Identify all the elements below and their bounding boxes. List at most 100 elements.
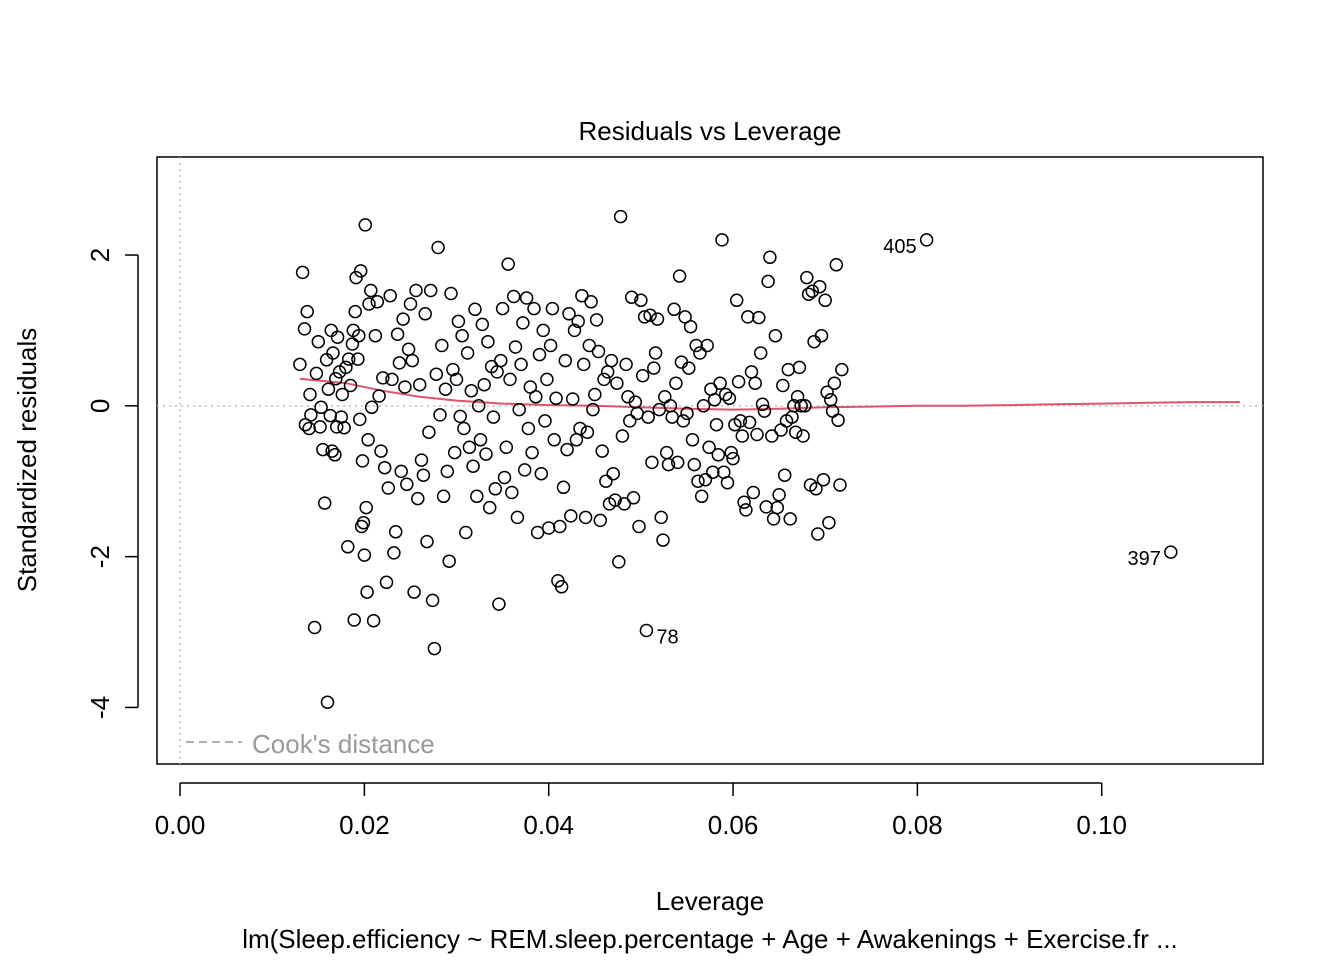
data-point xyxy=(683,319,698,334)
data-point xyxy=(387,546,401,560)
data-point xyxy=(530,525,545,540)
data-point xyxy=(352,328,366,343)
data-point xyxy=(755,397,770,412)
data-point xyxy=(741,310,755,324)
data-point xyxy=(376,371,390,385)
data-point xyxy=(801,287,816,301)
data-point xyxy=(612,555,626,569)
data-point xyxy=(768,328,783,343)
data-point xyxy=(447,445,462,460)
smooth-curve xyxy=(299,377,1240,411)
data-point xyxy=(325,444,339,458)
data-point xyxy=(477,377,491,392)
data-point xyxy=(471,399,486,413)
data-point xyxy=(532,347,547,362)
data-point xyxy=(300,304,314,319)
data-point xyxy=(495,301,510,316)
data-point xyxy=(313,420,327,434)
point-label: 397 xyxy=(1127,548,1160,570)
data-point xyxy=(713,376,727,390)
data-point xyxy=(715,233,729,247)
data-point xyxy=(516,316,530,330)
data-point xyxy=(812,279,827,294)
data-point xyxy=(341,540,355,554)
data-point xyxy=(670,455,685,470)
data-point xyxy=(353,264,368,278)
chart-title: Residuals vs Leverage xyxy=(578,116,841,146)
data-point xyxy=(575,288,589,303)
data-point xyxy=(309,366,324,381)
data-point xyxy=(706,465,720,479)
data-point xyxy=(569,433,584,447)
data-point xyxy=(488,482,503,496)
data-point xyxy=(567,323,582,338)
data-point xyxy=(407,585,421,599)
data-point xyxy=(514,357,528,372)
data-points xyxy=(293,209,1178,709)
data-point xyxy=(455,328,469,343)
point-label: 78 xyxy=(656,627,678,649)
data-point xyxy=(323,408,338,423)
data-point xyxy=(805,284,820,298)
data-point xyxy=(763,250,777,265)
data-point xyxy=(506,289,521,304)
data-point xyxy=(297,322,312,336)
data-point xyxy=(687,457,702,472)
data-point xyxy=(578,510,593,525)
data-point xyxy=(442,554,456,568)
data-point xyxy=(362,297,376,311)
data-point xyxy=(503,372,517,387)
data-point xyxy=(796,429,810,443)
data-point xyxy=(615,429,630,443)
data-point xyxy=(750,427,764,442)
data-point xyxy=(412,377,427,392)
data-point xyxy=(702,440,716,455)
data-point xyxy=(833,478,847,492)
x-tick-label: 0.02 xyxy=(339,810,390,840)
x-tick-label: 0.10 xyxy=(1076,810,1127,840)
data-point xyxy=(823,393,838,407)
x-tick-label: 0.04 xyxy=(523,810,574,840)
data-point xyxy=(534,466,549,481)
data-point xyxy=(348,304,362,319)
data-point xyxy=(431,240,445,255)
data-point xyxy=(565,392,580,406)
data-point xyxy=(358,218,373,232)
data-point xyxy=(479,447,493,461)
data-point xyxy=(444,286,458,301)
data-point xyxy=(409,283,423,298)
x-axis: 0.00 0.02 0.04 0.06 0.08 0.10 xyxy=(155,782,1127,840)
data-point xyxy=(321,382,336,396)
data-point xyxy=(330,330,345,344)
data-point xyxy=(464,384,479,398)
reference-lines xyxy=(157,157,1263,764)
data-point xyxy=(718,387,733,402)
data-point xyxy=(335,387,350,402)
data-point xyxy=(512,402,526,417)
data-point xyxy=(624,290,639,305)
data-point xyxy=(682,361,696,375)
data-point xyxy=(739,503,753,517)
data-point xyxy=(746,485,761,500)
smooth-line xyxy=(299,377,1240,411)
point-label: 405 xyxy=(883,236,916,258)
y-axis-label: Standardized residuals xyxy=(12,328,42,593)
data-point xyxy=(368,328,383,343)
data-point xyxy=(619,357,633,372)
data-point xyxy=(343,378,358,393)
data-point xyxy=(781,362,796,377)
data-point xyxy=(457,421,471,436)
data-point xyxy=(392,356,407,370)
data-point xyxy=(556,480,571,495)
data-point xyxy=(416,468,431,482)
data-point xyxy=(787,399,801,413)
data-point xyxy=(584,295,598,309)
plot-frame xyxy=(156,156,1264,765)
data-point xyxy=(761,274,775,289)
data-point xyxy=(497,470,512,485)
data-point xyxy=(777,468,792,482)
data-point xyxy=(505,485,519,500)
data-point xyxy=(451,314,466,329)
data-point xyxy=(667,302,681,317)
data-point xyxy=(422,425,436,439)
